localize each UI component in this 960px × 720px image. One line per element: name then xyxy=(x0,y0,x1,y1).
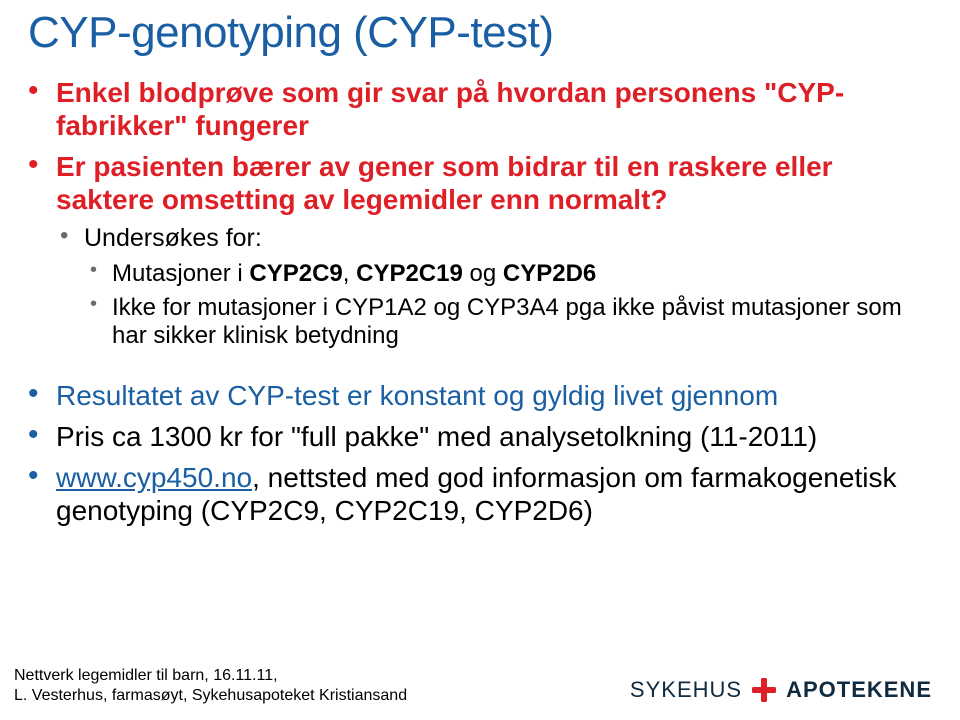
logo: SYKEHUS APOTEKENE xyxy=(630,676,932,704)
plus-icon xyxy=(750,676,778,704)
bullet-l3: Mutasjoner i CYP2C9, CYP2C19 og CYP2D6 xyxy=(84,260,932,288)
logo-text: SYKEHUS xyxy=(630,677,742,703)
bullet-l1: Resultatet av CYP-test er konstant og gy… xyxy=(28,379,932,412)
bullet-text: Ikke for mutasjoner i CYP1A2 og CYP3A4 p… xyxy=(112,294,902,349)
bullet-list: Enkel blodprøve som gir svar på hvordan … xyxy=(28,76,932,351)
logo-text: APOTEKENE xyxy=(786,677,932,703)
bullet-l1: Er pasienten bærer av gener som bidrar t… xyxy=(28,150,932,351)
slide-title: CYP-genotyping (CYP-test) xyxy=(28,8,932,58)
bullet-text: www.cyp450.no, nettsted med god informas… xyxy=(56,462,896,526)
bullet-text: Enkel blodprøve som gir svar på hvordan … xyxy=(56,77,844,141)
bullet-text: Resultatet av CYP-test er konstant og gy… xyxy=(56,380,778,411)
slide: CYP-genotyping (CYP-test) Enkel blodprøv… xyxy=(0,0,960,720)
bullet-l1: Enkel blodprøve som gir svar på hvordan … xyxy=(28,76,932,142)
bullet-text: Pris ca 1300 kr for "full pakke" med ana… xyxy=(56,421,817,452)
bullet-list: Resultatet av CYP-test er konstant og gy… xyxy=(28,379,932,527)
bullet-l1: www.cyp450.no, nettsted med god informas… xyxy=(28,461,932,527)
bullet-list-l3: Mutasjoner i CYP2C9, CYP2C19 og CYP2D6 I… xyxy=(84,260,932,351)
bullet-text: Undersøkes for: xyxy=(84,224,262,252)
bullet-l2: Undersøkes for: Mutasjoner i CYP2C9, CYP… xyxy=(56,224,932,350)
bullet-l1: Pris ca 1300 kr for "full pakke" med ana… xyxy=(28,420,932,453)
footer-line: L. Vesterhus, farmasøyt, Sykehusapoteket… xyxy=(14,686,407,706)
bullet-list-l2: Undersøkes for: Mutasjoner i CYP2C9, CYP… xyxy=(56,224,932,350)
bullet-text: Er pasienten bærer av gener som bidrar t… xyxy=(56,151,833,215)
footer-line: Nettverk legemidler til barn, 16.11.11, xyxy=(14,666,407,686)
bullet-l3: Ikke for mutasjoner i CYP1A2 og CYP3A4 p… xyxy=(84,294,932,351)
link[interactable]: www.cyp450.no xyxy=(56,462,252,493)
footer: Nettverk legemidler til barn, 16.11.11, … xyxy=(14,666,407,706)
bullet-text: Mutasjoner i CYP2C9, CYP2C19 og CYP2D6 xyxy=(112,260,596,287)
